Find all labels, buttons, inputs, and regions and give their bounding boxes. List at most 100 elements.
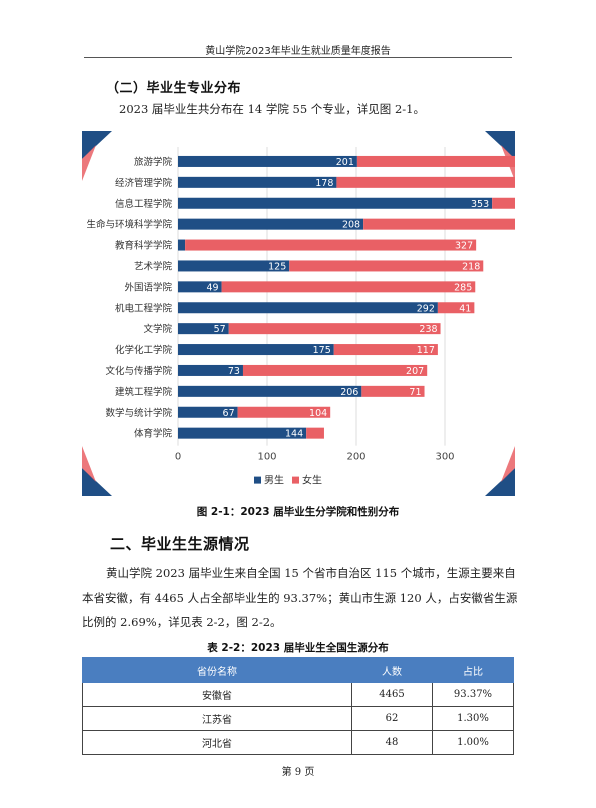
data-label: 178 [315, 178, 333, 189]
x-tick-label: 0 [175, 452, 181, 463]
cell-province: 安徽省 [82, 682, 352, 707]
x-tick-label: 300 [435, 452, 454, 463]
header-count: 人数 [351, 657, 433, 683]
bar-male [178, 406, 238, 418]
bar-male [178, 364, 243, 376]
page-header: 黄山学院2023年毕业生就业质量年度报告 [205, 46, 391, 57]
section-subtitle: （二）毕业生专业分布 [106, 81, 242, 96]
data-label: 201 [336, 157, 354, 168]
category-label: 信息工程学院 [115, 198, 173, 210]
data-label: 206 [340, 387, 358, 398]
cell-count: 48 [351, 730, 433, 755]
bar-female [289, 260, 484, 272]
data-label: 73 [228, 366, 240, 377]
cell-ratio: 93.37% [432, 682, 514, 707]
bar-female [228, 323, 441, 335]
bar-female [242, 364, 428, 376]
data-label: 20 [325, 429, 337, 440]
category-label: 建筑工程学院 [115, 386, 173, 398]
bar-male [178, 344, 334, 356]
paragraph-line-1: 黄山学院 2023 届毕业生来自全国 15 个省市自治区 115 个城市，生源主… [106, 566, 516, 580]
intro-paragraph: 2023 届毕业生共分布在 14 学院 55 个专业，详见图 2-1。 [119, 102, 425, 116]
bar-male [178, 176, 337, 188]
x-tick-label: 200 [346, 452, 365, 463]
corner-decoration [82, 446, 96, 482]
data-label: 327 [455, 241, 473, 252]
table-header-row: 省份名称 人数 占比 [82, 657, 514, 683]
category-label: 旅游学院 [134, 156, 173, 168]
bar-female [437, 302, 475, 314]
bar-female [361, 385, 425, 397]
bar-female [333, 344, 438, 356]
bar-male [178, 197, 493, 209]
category-label: 艺术学院 [134, 260, 173, 272]
data-label: 144 [285, 429, 303, 440]
bar-female [356, 155, 515, 167]
legend-swatch [292, 476, 299, 484]
bar-male [178, 302, 438, 314]
data-label: 117 [417, 345, 435, 356]
cell-province: 江苏省 [82, 706, 352, 731]
cell-ratio: 1.00% [432, 730, 514, 755]
paragraph-line-2: 本省安徽，有 4465 人占全部毕业生的 93.37%；黄山市生源 120 人，… [82, 591, 518, 605]
cell-count: 4465 [351, 682, 433, 707]
category-label: 教育科学学院 [115, 240, 173, 252]
category-label: 机电工程学院 [115, 302, 173, 314]
legend-label: 男生 [264, 474, 284, 487]
legend-swatch [254, 476, 261, 484]
section-title: 二、毕业生生源情况 [110, 535, 250, 553]
corner-decoration [82, 145, 96, 181]
data-label: 71 [409, 387, 421, 398]
cell-count: 62 [351, 706, 433, 731]
bar-female [221, 281, 476, 293]
header-province: 省份名称 [82, 657, 352, 683]
bar-male [178, 281, 222, 293]
chart-canvas: 0100200300400500600700旅游学院201397经济管理学院17… [82, 131, 515, 496]
bar-male [178, 260, 290, 272]
bar-male [178, 323, 229, 335]
source-table: 省份名称 人数 占比 安徽省 4465 93.37% 江苏省 62 1.30% … [82, 657, 514, 755]
cell-province: 河北省 [82, 730, 352, 755]
page-number: 第 9 页 [281, 767, 315, 778]
bar-male [178, 385, 362, 397]
bar-female [336, 176, 515, 188]
category-label: 文化与传播学院 [105, 365, 172, 377]
table-row: 河北省 48 1.00% [82, 730, 514, 755]
data-label: 67 [223, 408, 235, 419]
cell-ratio: 1.30% [432, 706, 514, 731]
category-label: 文学院 [143, 323, 172, 335]
category-label: 化学化工学院 [115, 344, 173, 356]
data-label: 285 [454, 282, 472, 293]
category-label: 外国语学院 [124, 281, 172, 293]
data-label: 104 [309, 408, 327, 419]
x-tick-label: 100 [257, 452, 276, 463]
data-label: 49 [207, 282, 219, 293]
table-row: 安徽省 4465 93.37% [82, 682, 514, 707]
bar-male [178, 239, 186, 251]
data-label: 175 [313, 345, 331, 356]
category-label: 数学与统计学院 [105, 407, 172, 419]
gender-distribution-chart: 0100200300400500600700旅游学院201397经济管理学院17… [82, 131, 515, 496]
bar-female [306, 427, 324, 439]
corner-decoration [501, 446, 515, 482]
category-label: 生命与环境科学学院 [86, 219, 172, 231]
table-row: 江苏省 62 1.30% [82, 706, 514, 731]
data-label: 125 [268, 261, 286, 272]
category-label: 经济管理学院 [115, 177, 173, 189]
category-label: 体育学院 [134, 428, 173, 440]
figure-caption: 图 2-1：2023 届毕业生分学院和性别分布 [196, 506, 400, 518]
table-caption: 表 2-2：2023 届毕业生全国生源分布 [207, 642, 389, 654]
bar-female [237, 406, 331, 418]
bar-female [185, 239, 477, 251]
data-label: 57 [214, 324, 226, 335]
header-divider [84, 57, 512, 58]
bar-male [178, 155, 357, 167]
data-label: 238 [419, 324, 437, 335]
data-label: 353 [471, 199, 489, 210]
data-label: 218 [462, 261, 480, 272]
bar-male [178, 427, 307, 439]
header-ratio: 占比 [432, 657, 514, 683]
data-label: 208 [342, 220, 360, 231]
legend-label: 女生 [302, 474, 322, 487]
bar-female [492, 197, 515, 209]
